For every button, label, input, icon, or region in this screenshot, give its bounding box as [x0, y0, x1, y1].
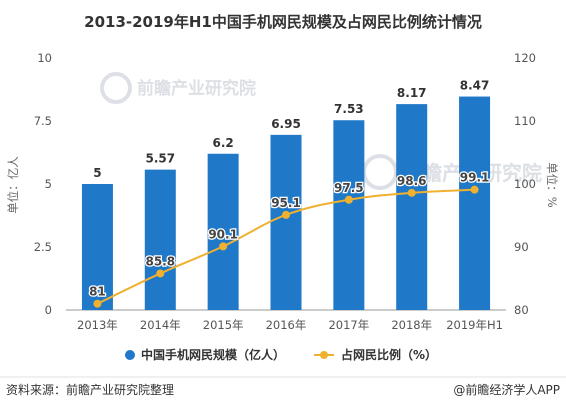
- y-left-tick-label: 2.5: [34, 240, 52, 254]
- line-point: [93, 299, 102, 308]
- bar: [81, 184, 113, 310]
- y-left-tick-label: 0: [45, 303, 52, 317]
- bar: [396, 104, 428, 310]
- y-left-ticks: 0 2.5 5 7.5 10: [34, 51, 52, 317]
- bar: [207, 153, 239, 310]
- bar-value-label: 6.95: [271, 117, 301, 131]
- source-note: 资料来源：前瞻产业研究院整理: [6, 382, 174, 397]
- bar: [270, 134, 302, 310]
- line-point: [344, 195, 353, 204]
- bar-value-label: 5.57: [145, 152, 175, 166]
- x-tick-label: 2013年: [77, 318, 118, 332]
- line-point: [156, 269, 165, 278]
- chart-title: 2013-2019年H1中国手机网民规模及占网民比例统计情况: [84, 13, 482, 31]
- y-right-label: 单位：%: [545, 162, 559, 207]
- legend: 中国手机网民规模（亿人） 占网民比例（%）: [125, 347, 437, 362]
- bar-value-label: 5: [93, 166, 101, 180]
- bar: [459, 96, 491, 310]
- line-point: [407, 188, 416, 197]
- line-point: [282, 210, 290, 219]
- x-tick-label: 2018年: [391, 318, 432, 332]
- y-right-tick-label: 120: [514, 51, 536, 65]
- bar-value-label: 8.47: [460, 79, 490, 93]
- watermark-text-1: 前瞻产业研究院: [137, 78, 256, 99]
- line-point: [219, 242, 228, 251]
- y-left-tick-label: 10: [37, 51, 52, 65]
- legend-bar-label: 中国手机网民规模（亿人）: [141, 347, 285, 362]
- legend-line-label: 占网民比例（%）: [341, 347, 437, 362]
- watermark-logo-icon: [362, 154, 398, 190]
- bar-value-label: 8.17: [397, 86, 427, 100]
- x-tick-label: 2016年: [266, 318, 307, 332]
- watermark-logo-icon: [100, 72, 132, 104]
- y-right-tick-label: 80: [514, 303, 529, 317]
- bar-value-label: 6.2: [213, 136, 234, 150]
- line-value-label: 81: [89, 285, 106, 299]
- line-point: [470, 185, 479, 194]
- y-right-tick-label: 100: [514, 177, 536, 191]
- x-tick-label: 2019年H1: [446, 318, 503, 332]
- line-value-label: 85.8: [145, 254, 175, 268]
- line-value-label: 97.5: [334, 181, 364, 195]
- legend-line-dot: [320, 351, 328, 359]
- bar: [333, 120, 365, 310]
- line-series: 81 85.8 90.1 95.1 97.5 98.6 99.1: [88, 169, 491, 308]
- x-tick-label: 2017年: [328, 318, 369, 332]
- y-left-tick-label: 7.5: [34, 114, 52, 128]
- x-tick-label: 2014年: [140, 318, 181, 332]
- y-right-ticks: 80 90 100 110 120: [514, 51, 536, 317]
- y-right-tick-label: 90: [514, 240, 529, 254]
- line-value-label: 99.1: [460, 171, 490, 185]
- line-value-label: 95.1: [271, 196, 301, 210]
- line-value-label: 90.1: [208, 227, 238, 241]
- bar-labels: 5 5.57 6.2 6.95 7.53 8.17 8.47: [93, 79, 489, 180]
- line-value-label: 98.6: [397, 174, 427, 188]
- brand-note: @前瞻经济学人APP: [453, 382, 560, 397]
- bar: [144, 169, 176, 310]
- x-ticks: 2013年 2014年 2015年 2016年 2017年 2018年 2019年H1: [77, 318, 503, 332]
- bar-value-label: 7.53: [334, 102, 364, 116]
- legend-bar-marker: [125, 350, 135, 360]
- bar-series: [81, 96, 491, 310]
- y-right-tick-label: 110: [514, 114, 536, 128]
- x-tick-label: 2015年: [203, 318, 244, 332]
- y-left-tick-label: 5: [45, 177, 52, 191]
- y-left-label: 单位：亿人: [6, 156, 20, 214]
